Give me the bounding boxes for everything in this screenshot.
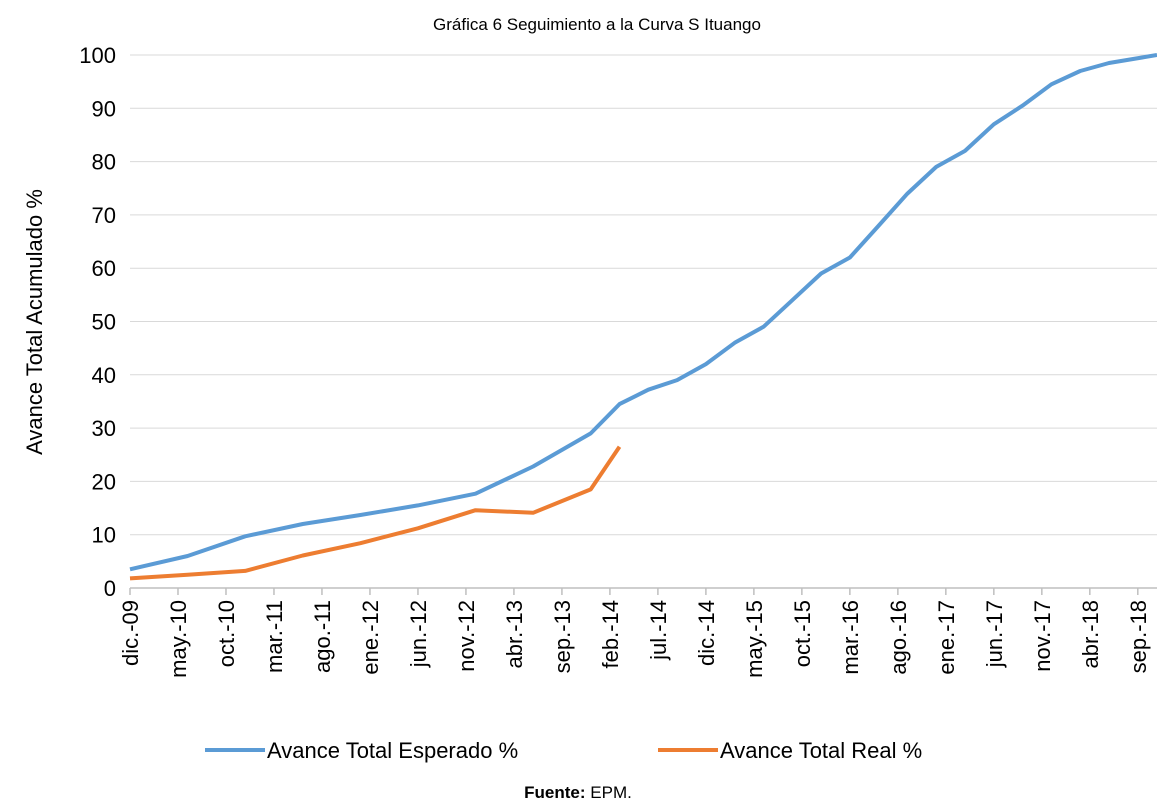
y-axis-label: Avance Total Acumulado % — [22, 189, 47, 455]
y-tick-label: 40 — [92, 363, 116, 388]
y-tick-label: 90 — [92, 96, 116, 121]
x-tick-label: jul.-14 — [646, 600, 671, 661]
x-tick-label: abr.-13 — [502, 600, 527, 669]
x-tick-label: nov.-12 — [454, 600, 479, 672]
y-tick-label: 70 — [92, 203, 116, 228]
series-line — [129, 53, 1157, 572]
y-tick-label: 20 — [92, 469, 116, 494]
x-tick-label: ago.-16 — [886, 600, 911, 675]
y-tick-label: 50 — [92, 310, 116, 335]
x-tick-label: ene.-17 — [934, 600, 959, 675]
source-text: EPM. — [590, 783, 632, 802]
x-tick-label: mar.-16 — [838, 600, 863, 675]
x-tick-label: nov.-17 — [1030, 600, 1055, 672]
x-tick-label: mar.-11 — [262, 600, 287, 673]
x-tick-label: ago.-11 — [310, 600, 335, 673]
legend-label: Avance Total Real % — [720, 738, 922, 763]
x-tick-label: may.-15 — [742, 600, 767, 678]
series-line — [129, 445, 622, 581]
y-tick-label: 0 — [104, 576, 116, 601]
source: Fuente: EPM. — [524, 783, 632, 802]
y-tick-label: 30 — [92, 416, 116, 441]
x-tick-label: sep.-13 — [550, 600, 575, 673]
x-tick-label: oct.-15 — [790, 600, 815, 667]
x-tick-label: sep.-18 — [1126, 600, 1151, 673]
x-tick-label: abr.-18 — [1078, 600, 1103, 669]
y-tick-label: 60 — [92, 256, 116, 281]
x-tick-label: dic.-09 — [118, 600, 143, 666]
y-tick-label: 80 — [92, 150, 116, 175]
x-tick-label: feb.-14 — [598, 600, 623, 669]
source-label: Fuente: — [524, 783, 585, 802]
x-tick-label: jun.-12 — [406, 600, 431, 668]
x-tick-label: dic.-14 — [694, 600, 719, 666]
x-tick-label: jun.-17 — [982, 600, 1007, 668]
legend-label: Avance Total Esperado % — [267, 738, 518, 763]
y-tick-label: 100 — [79, 43, 116, 68]
x-tick-label: oct.-10 — [214, 600, 239, 667]
x-tick-label: may.-10 — [166, 600, 191, 678]
chart-title: Gráfica 6 Seguimiento a la Curva S Ituan… — [433, 15, 761, 34]
x-tick-label: ene.-12 — [358, 600, 383, 675]
y-tick-label: 10 — [92, 523, 116, 548]
